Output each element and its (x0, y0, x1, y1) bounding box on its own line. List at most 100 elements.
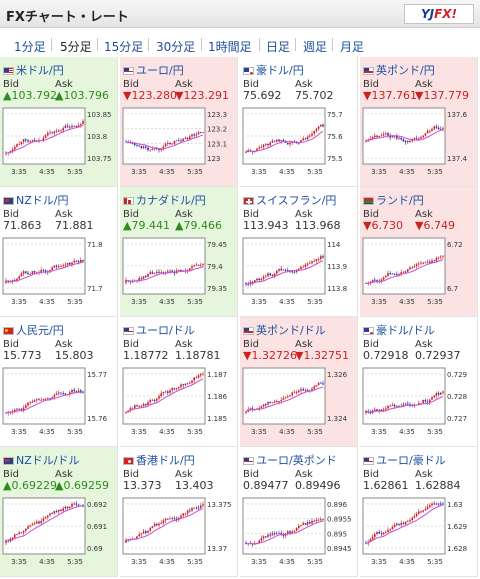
pair-name[interactable]: 豪ドル/円 (243, 62, 304, 78)
rate-panel[interactable]: ユーロ/豪ドル Bid Ask 1.62861 1.62884 1.63 1.629 1.62… (360, 447, 478, 577)
pair-link[interactable]: 英ポンド/円 (376, 64, 435, 77)
pair-link[interactable]: NZドル/円 (16, 194, 69, 207)
pair-link[interactable]: ランド/円 (376, 194, 424, 207)
rate-panel[interactable]: ユーロ/ドル Bid Ask 1.18772 1.18781 1.187 1.186 1.18… (120, 317, 238, 447)
candle-body (258, 147, 260, 149)
pair-link[interactable]: カナダドル/円 (136, 194, 206, 207)
candle-body (53, 131, 56, 134)
rate-panel[interactable]: NZドル/ドル Bid Ask ▲0.69229 ▲0.69259 0.692 0.691 0… (0, 447, 118, 577)
x-tick-label: 4:35 (279, 558, 295, 566)
candle-body (11, 537, 14, 539)
pair-name[interactable]: ユーロ/ドル (123, 322, 195, 338)
pair-name[interactable]: 英ポンド/ドル (243, 322, 326, 338)
x-tick-label: 5:35 (427, 558, 443, 566)
bid-label: Bid (123, 469, 139, 480)
pair-link[interactable]: NZドル/ドル (16, 454, 80, 467)
rate-panel[interactable]: ランド/円 Bid Ask ▼6.730 ▼6.749 6.72 6.7 3:35 4:35 5:… (360, 187, 478, 317)
rate-panel[interactable]: ユーロ/英ポンド Bid Ask 0.89477 0.89496 0.896 0.8955 0… (240, 447, 358, 577)
candle-body (293, 530, 296, 532)
bid-value: ▼6.730 (363, 219, 403, 232)
candle-body (293, 271, 296, 273)
pair-name[interactable]: ユーロ/英ポンド (243, 452, 337, 468)
rate-panel[interactable]: 人民元/円 Bid Ask 15.773 15.803 15.77 15.76 3:35 4:3… (0, 317, 118, 447)
pair-name[interactable]: ユーロ/豪ドル (363, 452, 446, 468)
pair-name[interactable]: スイスフラン/円 (243, 192, 336, 208)
tab-weekly[interactable]: 週足 (303, 40, 328, 54)
tab-5min[interactable]: 5分足 (60, 40, 92, 54)
bid-value: ▲79.441 (123, 219, 170, 232)
brand-logo[interactable]: YJFX! (404, 4, 474, 24)
pair-link[interactable]: ユーロ/ドル (136, 324, 195, 337)
pair-link[interactable]: 米ドル/円 (16, 64, 64, 77)
candle-body (58, 509, 60, 512)
pair-name[interactable]: 英ポンド/円 (363, 62, 435, 78)
rate-panel[interactable]: 英ポンド/ドル Bid Ask ▼1.32726 ▼1.32751 1.326 1.324 3… (240, 317, 358, 447)
pair-link[interactable]: 香港ドル/円 (136, 454, 195, 467)
candle-body (22, 407, 25, 410)
x-tick-label: 3:35 (371, 428, 387, 436)
pair-link[interactable]: 豪ドル/ドル (376, 324, 435, 337)
candle-body (158, 148, 160, 151)
pair-link[interactable]: ユーロ/豪ドル (376, 454, 446, 467)
y-tick-label: 71.8 (87, 241, 103, 249)
pair-name[interactable]: NZドル/円 (3, 192, 68, 208)
pair-name[interactable]: ユーロ/円 (123, 62, 184, 78)
candle-body (160, 523, 162, 524)
pair-name[interactable]: カナダドル/円 (123, 192, 206, 208)
x-tick-label: 5:35 (307, 168, 323, 176)
rate-panel[interactable]: 香港ドル/円 Bid Ask 13.373 13.403 13.375 13.37 3:35 4… (120, 447, 238, 577)
pair-name[interactable]: 米ドル/円 (3, 62, 64, 78)
candle-body (304, 390, 307, 392)
ask-label: Ask (55, 209, 73, 220)
pair-link[interactable]: 英ポンド/ドル (256, 324, 326, 337)
candle-body (27, 272, 29, 275)
pair-name[interactable]: 豪ドル/ドル (363, 322, 435, 338)
candle-body (60, 266, 62, 268)
pair-name[interactable]: 人民元/円 (3, 322, 64, 338)
candle-body (136, 536, 138, 539)
candle-body (202, 132, 204, 133)
pair-link[interactable]: ユーロ/英ポンド (256, 454, 337, 467)
rate-panel[interactable]: 豪ドル/ドル Bid Ask 0.72918 0.72937 0.729 0.728 0.72… (360, 317, 478, 447)
tab-15min[interactable]: 15分足 (104, 40, 144, 54)
bid-label: Bid (123, 339, 139, 350)
candle-body (145, 276, 147, 278)
rate-panel[interactable]: 英ポンド/円 Bid Ask ▼137.761 ▼137.779 137.6 137.4 3:… (360, 57, 478, 187)
tab-30min[interactable]: 30分足 (156, 40, 196, 54)
pair-name[interactable]: NZドル/ドル (3, 452, 79, 468)
candle-body (134, 405, 136, 408)
candle-body (407, 269, 409, 272)
y-tick-label: 114 (327, 241, 341, 249)
candle-body (58, 266, 60, 268)
rate-panel[interactable]: ユーロ/円 Bid Ask ▼123.280 ▼123.291 123.3 123.2 123… (120, 57, 238, 187)
pair-link[interactable]: 豪ドル/円 (256, 64, 304, 77)
candle-body (25, 528, 27, 531)
rate-panel[interactable]: スイスフラン/円 Bid Ask 113.943 113.968 114 113.9 113.… (240, 187, 358, 317)
pair-link[interactable]: ユーロ/円 (136, 64, 184, 77)
candle-body (14, 280, 16, 281)
pair-link[interactable]: スイスフラン/円 (256, 194, 337, 207)
rate-panel[interactable]: 米ドル/円 Bid Ask ▲103.792 ▲103.796 103.85 103.8 10… (0, 57, 118, 187)
rate-panel[interactable]: NZドル/円 Bid Ask 71.863 71.881 71.8 71.7 3:35 4:35… (0, 187, 118, 317)
candle-body (193, 377, 195, 381)
candle-body (273, 273, 276, 277)
candle-body (55, 393, 58, 395)
bid-value: 15.773 (3, 349, 42, 362)
y-tick-label: 75.7 (327, 111, 343, 119)
tab-monthly[interactable]: 月足 (340, 40, 365, 54)
candle-body (49, 132, 51, 134)
bid-value: 0.89477 (243, 479, 289, 492)
rate-panel[interactable]: カナダドル/円 Bid Ask ▲79.441 ▲79.466 79.45 79.4 79.3… (120, 187, 238, 317)
rate-panel[interactable]: 豪ドル/円 Bid Ask 75.692 75.702 75.7 75.6 75.5 3:35 4… (240, 57, 358, 187)
candle-body (293, 392, 296, 394)
tab-1hour[interactable]: 1時間足 (208, 40, 252, 54)
pair-name[interactable]: ランド/円 (363, 192, 424, 208)
candle-body (191, 266, 193, 269)
candle-body (80, 123, 82, 126)
tab-1min[interactable]: 1分足 (14, 40, 46, 54)
tab-daily[interactable]: 日足 (266, 40, 291, 54)
pair-link[interactable]: 人民元/円 (16, 324, 64, 337)
candle-body (151, 272, 154, 274)
candle-body (186, 383, 189, 385)
pair-name[interactable]: 香港ドル/円 (123, 452, 195, 468)
